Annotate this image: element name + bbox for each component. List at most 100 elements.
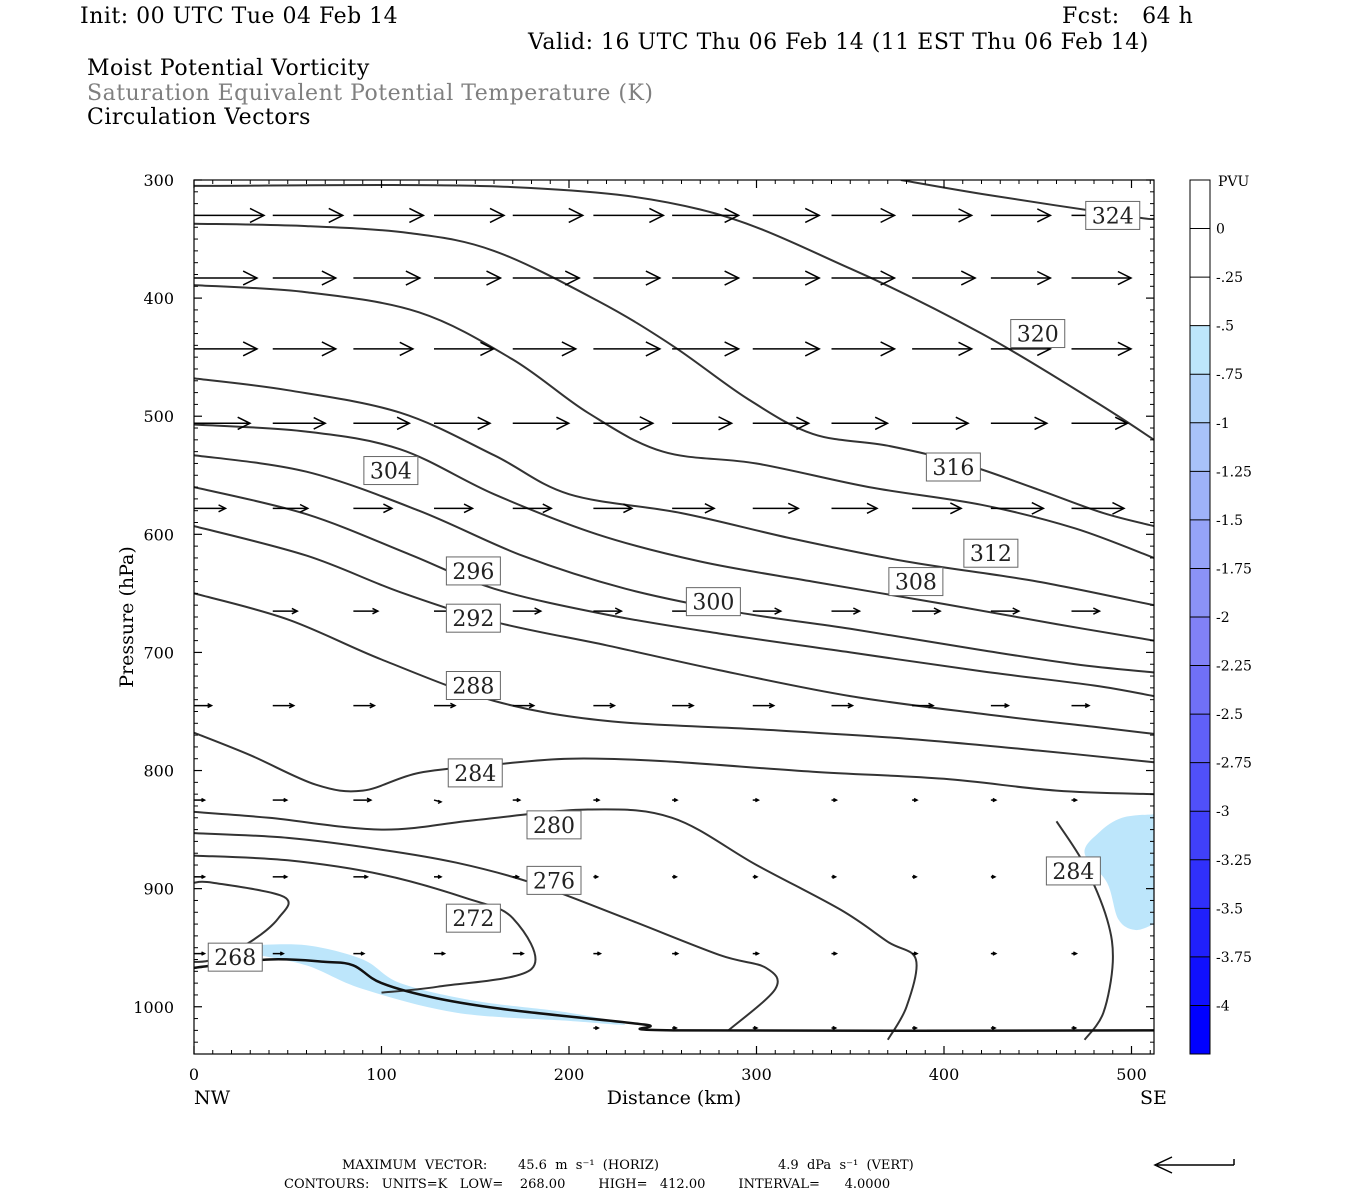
vector-head (672, 1025, 679, 1031)
circulation-vector (353, 416, 412, 431)
circulation-vector (272, 207, 345, 224)
vector-head (833, 951, 839, 956)
circulation-vector (593, 207, 666, 224)
circulation-vector (512, 951, 525, 956)
circulation-vector (912, 502, 963, 515)
contours-info: CONTOURS: UNITS=K LOW= 268.00 HIGH= 412.… (284, 1177, 891, 1192)
circulation-vector (752, 951, 761, 956)
colorbar-bin (1190, 568, 1210, 618)
vector-head (718, 416, 734, 431)
contour-label-316: 316 (925, 452, 981, 482)
vector-head (489, 207, 506, 224)
contour-label-320: 320 (1010, 319, 1066, 349)
circulation-vector (194, 341, 259, 357)
contour-272 (194, 854, 537, 994)
vector-head (724, 207, 741, 224)
circulation-vector (1071, 607, 1102, 615)
colorbar-bin (1190, 374, 1210, 424)
contour-label-box (445, 671, 501, 701)
circulation-vector (512, 503, 553, 514)
contour-label-text: 304 (370, 460, 412, 485)
colorbar-bin (1190, 228, 1210, 278)
circulation-vector (194, 702, 214, 709)
contour-320 (194, 184, 1154, 441)
colorbar-bin (1190, 859, 1210, 909)
circulation-vector (831, 270, 897, 286)
circulation-vector (990, 1025, 997, 1031)
vector-head (912, 874, 918, 880)
circulation-vector (672, 207, 741, 224)
y-tick-label: 800 (143, 762, 174, 781)
vector-head (515, 874, 521, 880)
colorbar-label: -2.75 (1216, 756, 1252, 772)
contour-label-box (1045, 856, 1101, 886)
colorbar-bin (1190, 617, 1210, 667)
vector-head (950, 502, 963, 515)
vector-head (1117, 341, 1133, 357)
x-endpoint-nw: NW (194, 1087, 231, 1109)
vector-head (787, 502, 800, 515)
contour-label-284: 284 (447, 758, 503, 788)
vector-head (1112, 501, 1126, 515)
circulation-vector (593, 341, 662, 357)
contour-304 (194, 423, 1154, 642)
contour-label-layer: 324 320 316 312 308 304 300 296 292 288 284 284 280 2… (207, 200, 1141, 972)
reference-vector-arrow (1153, 1156, 1235, 1174)
y-tick-label: 400 (143, 289, 174, 308)
vector-head (519, 951, 525, 956)
contour-296 (194, 486, 1154, 698)
circulation-vector (272, 702, 296, 709)
vector-head (528, 702, 536, 709)
circulation-vector (593, 874, 600, 880)
vector-head (321, 270, 338, 286)
x-tick-label: 0 (189, 1065, 199, 1084)
circulation-vector (831, 951, 839, 956)
vector-head (201, 951, 207, 956)
colorbar-bin (1190, 422, 1210, 472)
circulation-vector (593, 270, 662, 286)
vector-head (542, 503, 553, 514)
circulation-vector (831, 797, 839, 803)
field-title-theta-es: Saturation Equivalent Potential Temperat… (87, 81, 654, 106)
circulation-vector (1071, 270, 1133, 286)
contour-label-text: 292 (452, 607, 494, 632)
circulation-vector (672, 270, 741, 286)
y-tick-label: 600 (143, 525, 174, 544)
vector-head (847, 702, 855, 709)
contour-label-272: 272 (445, 903, 501, 933)
x-tick-label: 200 (554, 1065, 585, 1084)
circulation-vector (990, 874, 997, 880)
vector-head (360, 951, 366, 956)
circulation-vector (912, 208, 974, 223)
contour-308 (194, 377, 1154, 607)
contour-label-text: 284 (454, 762, 496, 787)
colorbar-label: -2 (1216, 610, 1230, 626)
vector-head (291, 607, 299, 615)
circulation-vector (593, 1025, 600, 1031)
circulation-vector (194, 504, 228, 513)
x-tick-label: 300 (741, 1065, 772, 1084)
vector-head (249, 207, 266, 224)
circulation-vector (353, 503, 394, 514)
circulation-vector (912, 797, 919, 803)
contour-label-text: 300 (692, 591, 734, 616)
circulation-vector (434, 270, 503, 286)
colorbar-bin (1190, 811, 1210, 861)
x-tick-label: 100 (366, 1065, 397, 1084)
vector-head (880, 270, 897, 286)
circulation-vector (752, 270, 821, 286)
circulation-vector (831, 207, 897, 224)
vector-head (366, 797, 373, 803)
colorbar-bin (1190, 908, 1210, 958)
colorbar-label: -1.75 (1216, 561, 1252, 577)
vector-head (534, 607, 543, 615)
circulation-vector (752, 1025, 759, 1031)
vector-head (753, 874, 759, 880)
vector-head (1117, 270, 1133, 286)
circulation-vector (593, 607, 624, 615)
vector-head (237, 416, 252, 431)
contour-label-280: 280 (526, 810, 582, 840)
contour-label-300: 300 (685, 587, 741, 617)
contour-label-296: 296 (445, 556, 501, 586)
circulation-vector (1071, 501, 1126, 515)
